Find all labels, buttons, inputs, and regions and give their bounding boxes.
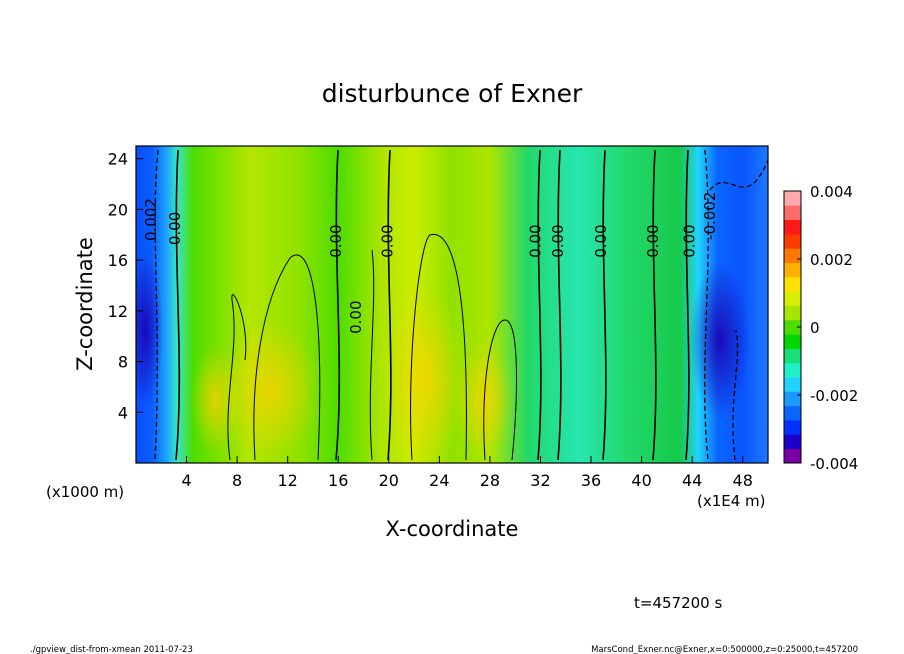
y-tick-label: 4	[118, 403, 128, 422]
contour-line	[704, 149, 709, 461]
contour-label: 0.002	[142, 198, 160, 241]
time-label: t=457200 s	[634, 594, 722, 612]
colorbar-segment	[784, 420, 801, 435]
contour-label: 0.00	[681, 224, 699, 257]
x-tick-label: 24	[429, 471, 449, 490]
y-axis: 4 8 12 16 20 24	[108, 150, 143, 422]
colorbar-segment	[784, 219, 801, 235]
y-tick-label: 16	[108, 251, 128, 270]
colorbar-segment	[784, 405, 801, 421]
warm-region	[455, 340, 515, 460]
x-axis-label: X-coordinate	[386, 517, 519, 541]
contour-line	[483, 319, 517, 461]
contour-label: 0.00	[644, 224, 662, 257]
colorbar: 0.004 0.002 0 -0.002 -0.004	[783, 183, 858, 473]
footer-right: MarsCond_Exner.nc@Exner,x=0:500000,z=0:2…	[591, 645, 858, 654]
contour-line	[369, 249, 375, 461]
x-tick-label: 4	[181, 471, 191, 490]
colorbar-segment	[784, 205, 801, 221]
contour-line	[154, 149, 159, 461]
colorbar-segment	[784, 276, 801, 292]
y-tick-label: 24	[108, 150, 128, 169]
contour-label: -0.002	[701, 192, 719, 240]
warm-region	[385, 290, 465, 463]
colorbar-segment	[784, 233, 801, 249]
x-tick-label: 28	[480, 471, 500, 490]
contour-line	[709, 159, 768, 191]
plot-frame	[135, 145, 769, 464]
colorbar-segment	[784, 262, 801, 278]
contour-line	[602, 149, 607, 461]
y-tick-label: 12	[108, 302, 128, 321]
colorbar-segment	[784, 348, 801, 364]
warm-region	[220, 320, 320, 460]
colorbar-segment	[784, 291, 801, 306]
contour-line	[175, 149, 181, 461]
x-unit-label: (x1000 m)	[46, 483, 124, 501]
colorbar-segment	[784, 305, 801, 321]
contour-label: 0.00	[549, 224, 567, 257]
heatmap-field	[136, 146, 768, 463]
contour-label: 0.00	[327, 224, 345, 257]
chart-title: disturbunce of Exner	[322, 79, 583, 108]
contour-line	[685, 149, 690, 461]
contour-line	[537, 149, 542, 461]
contour-line	[410, 233, 467, 461]
x-tick-label: 40	[631, 471, 651, 490]
x-tick-label: 32	[530, 471, 550, 490]
contour-line	[387, 149, 392, 461]
contour-label: 0.00	[379, 224, 397, 257]
contour-line	[732, 329, 739, 461]
x-scale-label: (x1E4 m)	[697, 492, 766, 510]
x-tick-label: 12	[278, 471, 298, 490]
y-tick-label: 8	[118, 353, 128, 372]
contour-line	[227, 294, 247, 461]
contour-label: 0.00	[592, 224, 610, 257]
colorbar-tick-label: -0.004	[810, 455, 858, 473]
colorbar-tick-label: 0.002	[810, 251, 853, 269]
x-tick-label: 44	[682, 471, 702, 490]
footer-left: ./gpview_dist-from-xmean 2011-07-23	[30, 645, 193, 654]
x-tick-label: 48	[733, 471, 753, 490]
colorbar-tick-label: 0	[810, 319, 820, 337]
x-tick-label: 36	[581, 471, 601, 490]
x-tick-label: 16	[328, 471, 348, 490]
contour-line	[652, 149, 657, 461]
colorbar-segment	[784, 434, 801, 450]
colorbar-segment	[784, 448, 801, 464]
colorbar-segment	[784, 377, 801, 392]
x-tick-label: 20	[379, 471, 399, 490]
y-tick-label: 20	[108, 200, 128, 219]
cold-region	[690, 260, 750, 420]
contour-line	[557, 149, 562, 461]
contour-labels: 0.002 0.00 0.00 0.00 0.00 0.00 0.00 0.00 0.00 0.0…	[142, 192, 719, 334]
y-axis-label: Z-coordinate	[73, 237, 97, 371]
colorbar-segment	[784, 191, 801, 206]
contour-line	[335, 149, 341, 461]
contour-label: 0.00	[166, 212, 184, 245]
colorbar-segment	[784, 319, 801, 335]
colorbar-segment	[784, 248, 801, 263]
colorbar-tick-label: 0.004	[810, 183, 853, 201]
x-tick-label: 8	[232, 471, 242, 490]
colorbar-segment	[784, 334, 801, 349]
contour-label: 0.00	[347, 300, 365, 333]
colorbar-tick-label: -0.002	[810, 387, 858, 405]
contour-line	[253, 254, 321, 461]
colorbar-segment	[784, 362, 801, 378]
colorbar-segment	[784, 391, 801, 407]
x-axis: 4 8 12 16 20 24 28 32 36 40 44 48	[181, 456, 753, 490]
contour-label: 0.00	[526, 224, 544, 257]
